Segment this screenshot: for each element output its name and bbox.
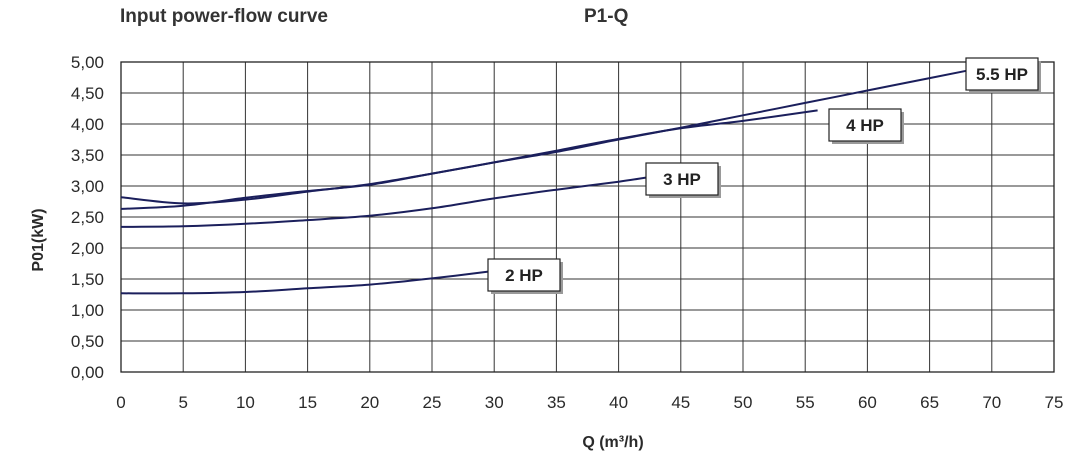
series-labels: 2 HP 3 HP 4 HP 5.5 HP [487, 57, 1041, 294]
series-label: 4 HP [846, 116, 884, 135]
y-tick-label: 3,00 [71, 177, 104, 196]
y-tick-label: 2,50 [71, 208, 104, 227]
x-axis-label: Q (m³/h) [582, 434, 643, 451]
x-tick-label: 10 [236, 393, 255, 412]
y-tick-label: 3,50 [71, 146, 104, 165]
series-label-box [487, 258, 561, 292]
y-tick-label: 4,00 [71, 115, 104, 134]
series-line-5-5-hp [120, 69, 968, 210]
y-tick-label: 4,50 [71, 84, 104, 103]
x-tick-label: 60 [858, 393, 877, 412]
plot-frame [120, 61, 1055, 373]
x-tick-label: 65 [920, 393, 939, 412]
x-tick-label: 5 [178, 393, 187, 412]
x-tick-label: 25 [423, 393, 442, 412]
y-tick-label: 1,50 [71, 270, 104, 289]
x-tick-label: 15 [298, 393, 317, 412]
series-label-box [965, 57, 1039, 91]
series-label-box [645, 162, 719, 196]
x-tick-label: 30 [485, 393, 504, 412]
x-tick-label: 50 [734, 393, 753, 412]
x-tick-label: 40 [609, 393, 628, 412]
x-tick-label: 20 [360, 393, 379, 412]
series-lines [120, 69, 968, 295]
series-label-box [828, 108, 902, 142]
x-tick-label: 45 [671, 393, 690, 412]
series-line-3-hp [120, 175, 657, 228]
y-axis-label: P01(kW) [30, 208, 47, 271]
y-tick-label: 1,00 [71, 301, 104, 320]
y-tick-label: 2,00 [71, 239, 104, 258]
y-tick-label: 0,00 [71, 363, 104, 382]
y-tick-label: 0,50 [71, 332, 104, 351]
x-tick-label: 75 [1045, 393, 1064, 412]
chart-subtitle: P1-Q [584, 6, 628, 27]
chart-title: Input power-flow curve [120, 6, 328, 27]
x-tick-label: 35 [547, 393, 566, 412]
grid [120, 61, 1055, 373]
axes: 0 5 10 15 20 25 30 35 40 45 50 55 60 65 70 75 0,00 0,50 1,… [71, 53, 1064, 412]
y-tick-label: 5,00 [71, 53, 104, 72]
x-tick-label: 0 [116, 393, 125, 412]
series-label: 5.5 HP [976, 65, 1028, 84]
series-label: 3 HP [663, 170, 701, 189]
x-tick-label: 55 [796, 393, 815, 412]
series-line-2-hp [120, 269, 495, 295]
x-tick-label: 70 [982, 393, 1001, 412]
series-label: 2 HP [505, 266, 543, 285]
